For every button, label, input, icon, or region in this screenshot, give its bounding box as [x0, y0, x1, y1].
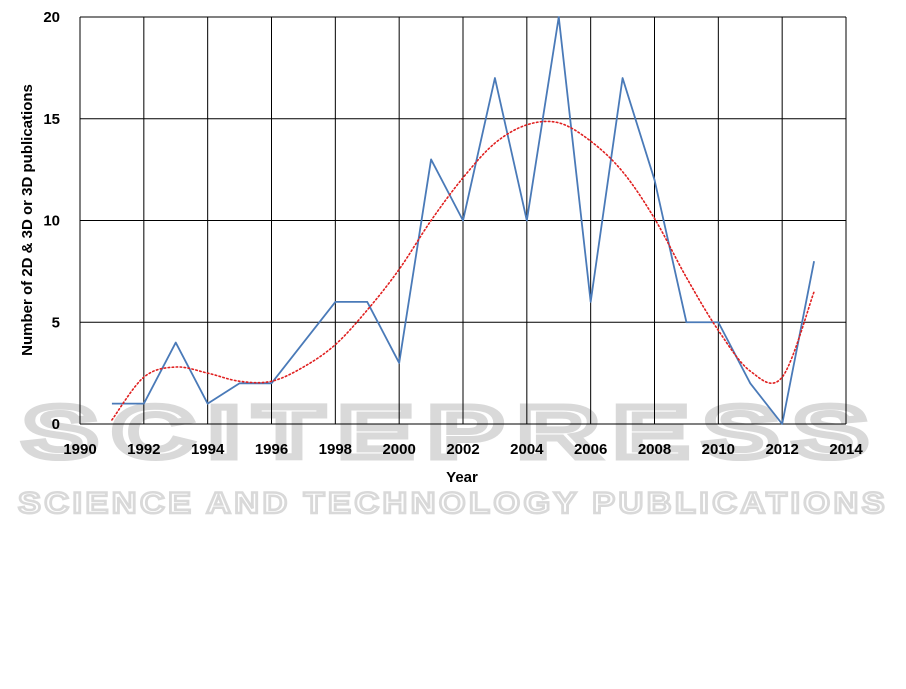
x-tick-label: 1992: [127, 441, 160, 458]
watermark-main: SCITEPRESS: [23, 393, 883, 473]
y-tick-label: 15: [43, 111, 60, 128]
x-tick-label: 2000: [382, 441, 415, 458]
y-tick-label: 20: [43, 9, 60, 26]
x-tick-labels: 1990 1992 1994 1996 1998 2000 2002 2004 2006 2008…: [63, 441, 863, 458]
x-tick-label: 2006: [574, 441, 607, 458]
x-axis-title: Year: [446, 469, 478, 486]
x-tick-label: 2002: [446, 441, 479, 458]
watermark: SCITEPRESS SCIENCE AND TECHNOLOGY PUBLIC…: [17, 390, 888, 522]
series-trend-line: [111, 120, 815, 421]
x-tick-label: 2010: [702, 441, 735, 458]
y-axis-title: Number of 2D & 3D or 3D publications: [19, 84, 36, 356]
x-tick-label: 2012: [765, 441, 798, 458]
x-tick-label: 2004: [510, 441, 544, 458]
x-tick-label: 1998: [319, 441, 352, 458]
watermark-sub: SCIENCE AND TECHNOLOGY PUBLICATIONS: [18, 487, 888, 520]
x-tick-label: 1996: [255, 441, 288, 458]
y-tick-label: 0: [52, 416, 60, 433]
y-tick-labels: 0 5 10 15 20: [43, 9, 60, 433]
series-line: [111, 16, 815, 425]
x-tick-label: 1990: [63, 441, 96, 458]
x-tick-label: 2014: [829, 441, 863, 458]
series-layer: [111, 16, 815, 425]
y-tick-label: 5: [52, 314, 60, 331]
x-tick-label: 2008: [638, 441, 671, 458]
x-tick-label: 1994: [191, 441, 225, 458]
y-tick-label: 10: [43, 213, 60, 230]
